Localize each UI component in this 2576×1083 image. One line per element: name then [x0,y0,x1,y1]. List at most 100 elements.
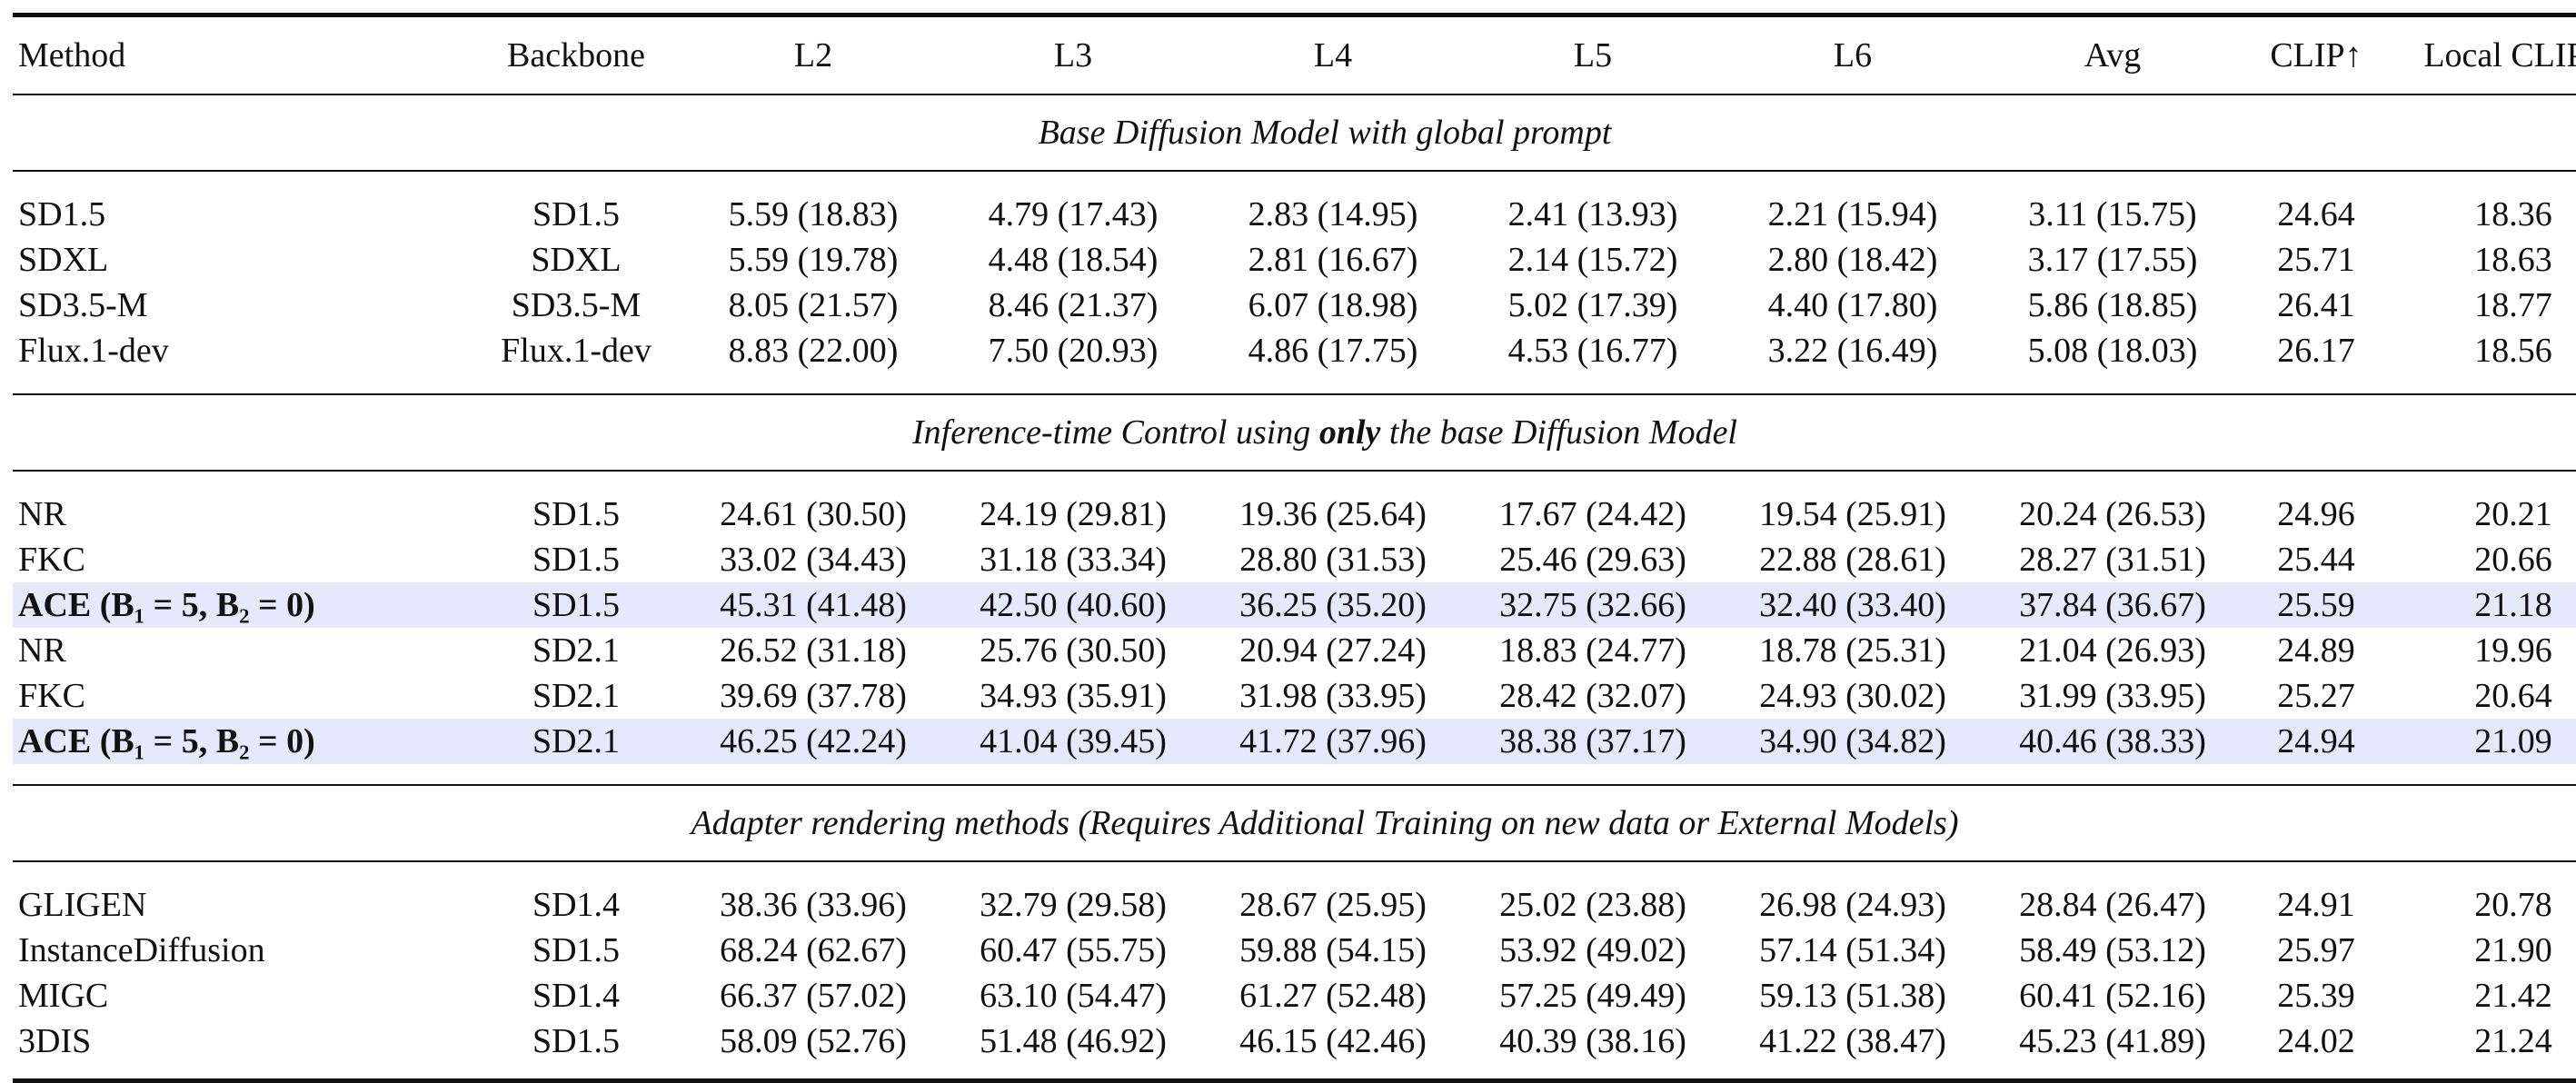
clip-cell: 25.27 [2277,677,2355,715]
value-cell: 8.46 (21.37) [988,286,1159,324]
value-cell: 3.11 (15.75) [2028,195,2197,233]
method-cell: Flux.1-dev [18,332,169,370]
local-clip-cell: 21.42 [2474,977,2552,1015]
value-cell: 3.17 (17.55) [2027,241,2198,279]
value-cell: 58.09 (52.76) [720,1022,907,1060]
clip-cell: 24.89 [2277,631,2355,670]
backbone-cell: SD1.5 [532,495,621,533]
backbone-cell: SD1.4 [532,977,621,1015]
value-cell: 36.25 (35.20) [1203,582,1463,628]
table-row: SD3.5-M SD3.5-M 8.05 (21.57) 8.46 (21.37… [13,283,2576,328]
backbone-cell: SD1.4 [532,886,621,924]
value-cell: 66.37 (57.02) [720,977,907,1015]
value-cell: 58.49 (53.12) [2019,931,2206,969]
value-cell: 2.81 (16.67) [1248,241,1418,279]
clip-cell: 26.17 [2277,332,2355,370]
value-cell: 2.41 (13.93) [1507,195,1678,233]
value-cell: 63.10 (54.47) [980,977,1167,1015]
backbone-cell: SD1.5 [532,195,621,233]
table-row: NR SD2.1 26.52 (31.18) 25.76 (30.50) 20.… [13,628,2576,673]
value-cell: 46.15 (42.46) [1239,1022,1427,1060]
local-clip-cell: 18.77 [2474,286,2552,324]
local-clip-cell: 21.24 [2474,1022,2552,1060]
value-cell: 19.54 (25.91) [1759,495,1946,533]
clip-cell: 25.97 [2277,931,2355,969]
method-cell: InstanceDiffusion [18,931,265,969]
method-cell: SD1.5 [18,195,106,233]
value-cell: 31.99 (33.95) [2019,677,2206,715]
table-row: FKC SD2.1 39.69 (37.78) 34.93 (35.91) 31… [13,673,2576,719]
clip-cell: 25.71 [2277,241,2355,279]
method-cell: FKC [18,677,85,715]
section-title-row: Inference-time Control using only the ba… [13,393,2576,472]
local-clip-cell: 19.96 [2474,631,2552,670]
value-cell: 3.22 (16.49) [1767,332,1938,370]
section-title-pre: Inference-time Control using [911,413,1319,452]
results-table-container: Method Backbone L2 L3 L4 L5 L6 Avg CLIP↑… [13,13,2576,1083]
value-cell: 34.93 (35.91) [980,677,1167,715]
value-cell: 41.04 (39.45) [943,719,1203,764]
backbone-cell: SD1.5 [532,1022,621,1060]
section-title: Base Diffusion Model with global prompt [13,94,2576,172]
value-cell: 18.78 (25.31) [1759,631,1946,670]
value-cell: 32.40 (33.40) [1723,582,1983,628]
value-cell: 19.36 (25.64) [1239,495,1427,533]
section-title-row: Adapter rendering methods (Requires Addi… [13,784,2576,862]
local-clip-cell: 21.90 [2474,931,2552,969]
method-cell: SD3.5-M [18,286,148,324]
header-backbone: Backbone [469,13,683,95]
table-row: MIGC SD1.4 66.37 (57.02) 63.10 (54.47) 6… [13,973,2576,1018]
value-cell: 5.86 (18.85) [2027,286,2198,324]
method-cell: ACE (B₁ = 5, B₂ = 0) [13,719,469,764]
value-cell: 24.93 (30.02) [1759,677,1946,715]
value-cell: 5.59 (19.78) [728,241,899,279]
value-cell: 53.92 (49.02) [1499,931,1686,969]
method-cell: SDXL [18,241,109,279]
value-cell: 4.86 (17.75) [1248,332,1418,370]
clip-cell: 24.91 [2277,886,2355,924]
backbone-cell: SD1.5 [469,582,683,628]
value-cell: 45.31 (41.48) [683,582,943,628]
value-cell: 28.27 (31.51) [2019,541,2206,579]
value-cell: 5.08 (18.03) [2027,332,2198,370]
value-cell: 59.13 (51.38) [1759,977,1946,1015]
backbone-cell: SD2.1 [469,719,683,764]
value-cell: 37.84 (36.67) [1983,582,2243,628]
value-cell: 2.80 (18.42) [1767,241,1938,279]
value-cell: 40.39 (38.16) [1499,1022,1686,1060]
local-clip-cell: 18.36 [2474,195,2552,233]
value-cell: 8.83 (22.00) [728,332,899,370]
value-cell: 41.72 (37.96) [1203,719,1463,764]
table-row: InstanceDiffusion SD1.5 68.24 (62.67) 60… [13,928,2576,973]
value-cell: 59.88 (54.15) [1239,931,1427,969]
method-cell: ACE (B₁ = 5, B₂ = 0) [13,582,469,628]
local-clip-cell: 18.63 [2474,241,2552,279]
method-cell: NR [18,495,66,533]
value-cell: 8.05 (21.57) [728,286,899,324]
backbone-cell: SDXL [531,241,622,279]
value-cell: 31.98 (33.95) [1239,677,1427,715]
table-row: GLIGEN SD1.4 38.36 (33.96) 32.79 (29.58)… [13,882,2576,928]
table-row: 3DIS SD1.5 58.09 (52.76) 51.48 (46.92) 4… [13,1018,2576,1064]
value-cell: 4.40 (17.80) [1767,286,1938,324]
value-cell: 7.50 (20.93) [988,332,1159,370]
value-cell: 28.67 (25.95) [1239,886,1427,924]
value-cell: 21.04 (26.93) [2019,631,2206,670]
value-cell: 5.02 (17.39) [1507,286,1678,324]
clip-cell: 25.59 [2243,582,2390,628]
value-cell: 25.46 (29.63) [1499,541,1686,579]
clip-cell: 24.94 [2243,719,2390,764]
local-clip-cell: 20.78 [2474,886,2552,924]
value-cell: 4.79 (17.43) [988,195,1159,233]
value-cell: 28.42 (32.07) [1499,677,1686,715]
value-cell: 33.02 (34.43) [720,541,907,579]
value-cell: 61.27 (52.48) [1239,977,1427,1015]
value-cell: 2.83 (14.95) [1248,195,1418,233]
value-cell: 38.38 (37.17) [1463,719,1723,764]
section-title: Inference-time Control using only the ba… [13,393,2576,472]
value-cell: 46.25 (42.24) [683,719,943,764]
header-l6: L6 [1723,13,1983,95]
value-cell: 32.79 (29.58) [980,886,1167,924]
method-cell: NR [18,631,66,670]
value-cell: 57.25 (49.49) [1499,977,1686,1015]
